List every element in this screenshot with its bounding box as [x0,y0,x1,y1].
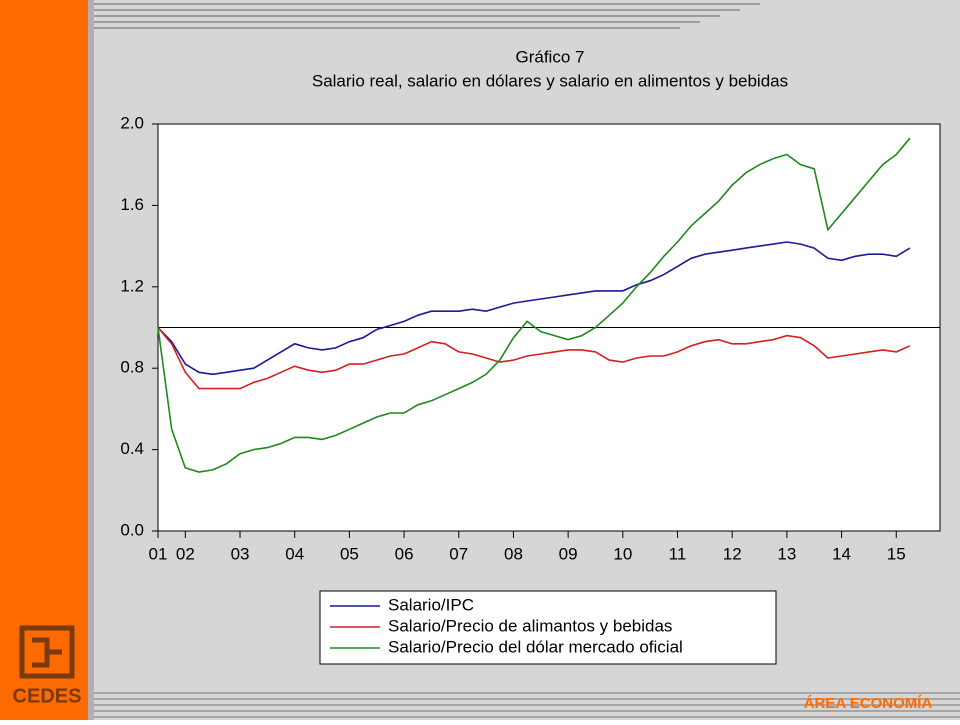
y-tick-label: 0.8 [120,358,144,377]
legend-label: Salario/Precio del dólar mercado oficial [388,637,683,656]
x-tick-label: 14 [832,544,851,563]
x-tick-label: 09 [559,544,578,563]
x-tick-label: 01 [149,544,168,563]
x-tick-label: 02 [176,544,195,563]
x-tick-label: 03 [231,544,250,563]
x-tick-label: 05 [340,544,359,563]
x-tick-label: 13 [777,544,796,563]
x-tick-label: 07 [449,544,468,563]
area-label: ÁREA ECONOMÍA [804,695,933,712]
y-tick-label: 0.0 [120,520,144,539]
x-tick-label: 12 [723,544,742,563]
chart-subtitle: Salario real, salario en dólares y salar… [312,71,788,90]
series-line [157,241,911,376]
y-tick-label: 1.2 [120,276,144,295]
y-tick-label: 2.0 [120,113,144,132]
legend-label: Salario/Precio de alimantos y bebidas [388,616,672,635]
y-tick-label: 0.4 [120,439,144,458]
side-bar [0,0,88,720]
x-tick-label: 04 [285,544,304,563]
x-tick-label: 08 [504,544,523,563]
x-tick-label: 15 [887,544,906,563]
side-shadow [88,0,94,720]
logo-icon [19,625,75,679]
x-tick-label: 06 [395,544,414,563]
chart-title: Gráfico 7 [516,47,585,66]
series-line [157,326,911,390]
x-tick-label: 10 [613,544,632,563]
y-tick-label: 1.6 [120,195,144,214]
legend [319,590,777,665]
legend-label: Salario/IPC [388,595,474,614]
series-line [157,137,911,473]
logo-text: CEDES [13,685,82,707]
bottom-stripes [94,692,960,718]
top-stripes [94,3,760,29]
x-tick-label: 11 [669,544,687,563]
